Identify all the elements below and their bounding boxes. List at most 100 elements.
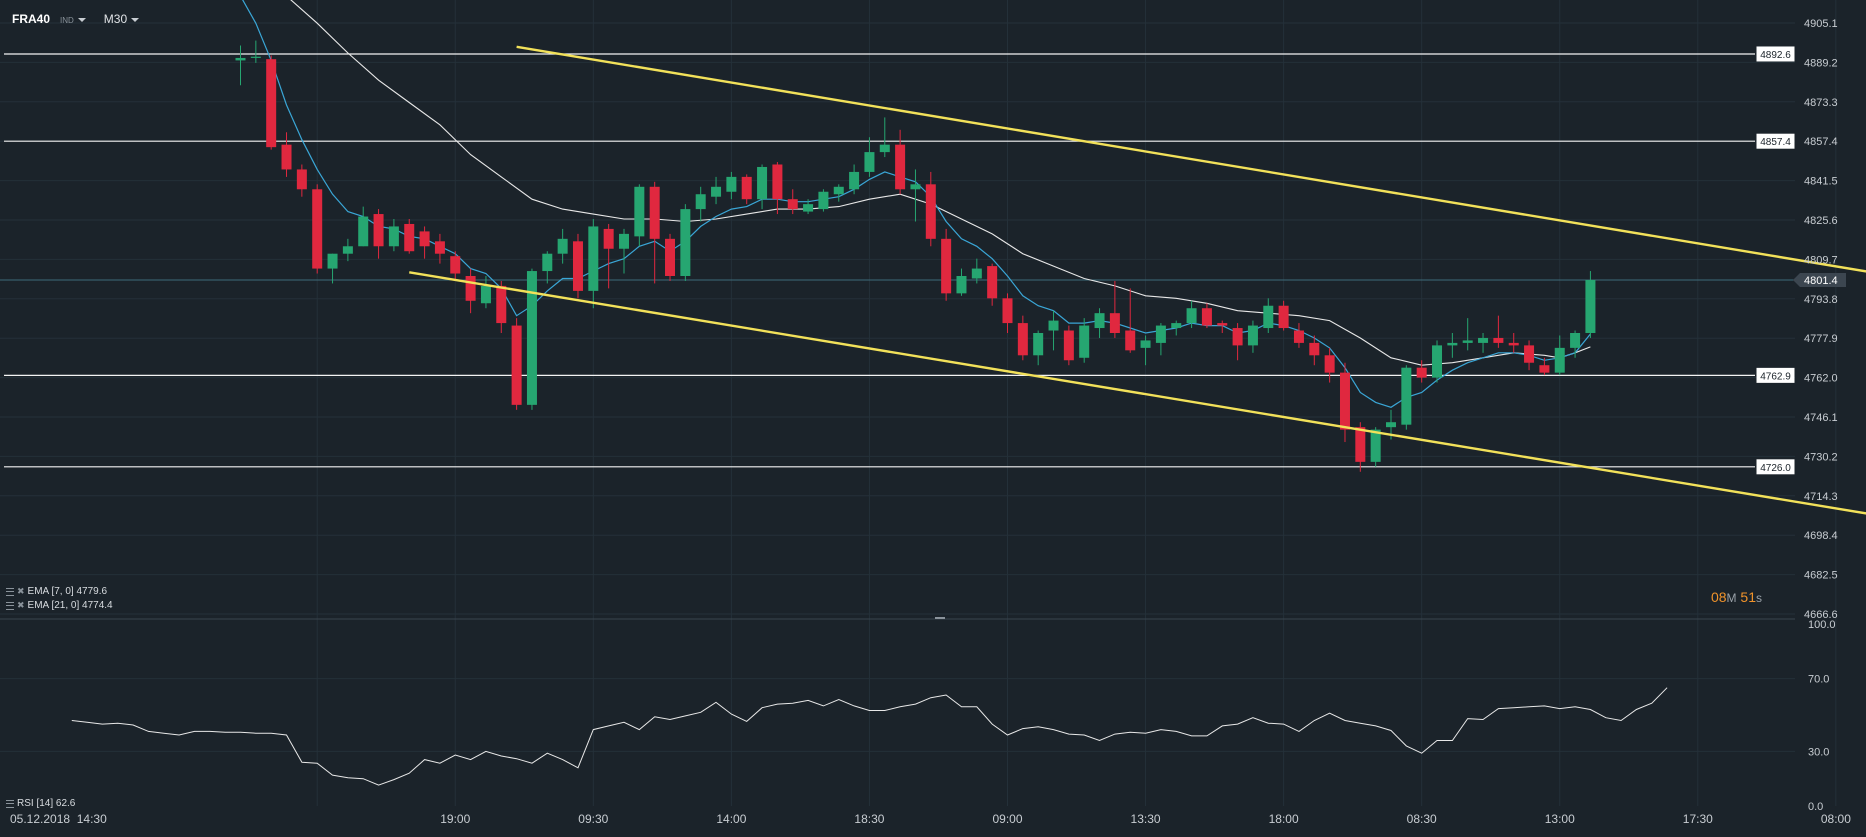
candle-down bbox=[1293, 330, 1304, 343]
candle-down bbox=[1125, 330, 1136, 351]
level-price-tag bbox=[1756, 46, 1795, 62]
price-axis-tick-label: 4841.5 bbox=[1804, 176, 1838, 188]
instrument-type-dropdown[interactable]: IND bbox=[60, 12, 86, 26]
current-price-label: 4801.4 bbox=[1804, 275, 1838, 287]
candle-down bbox=[649, 186, 660, 239]
candle-down bbox=[1002, 298, 1013, 324]
level-price-tag bbox=[1756, 367, 1795, 383]
candle-up bbox=[1370, 429, 1381, 462]
price-axis-tick-label: 4666.6 bbox=[1804, 609, 1838, 621]
candle-up bbox=[634, 186, 645, 237]
candle-down bbox=[266, 59, 277, 148]
ema21-legend[interactable]: ✖ EMA [21, 0] 4774.4 bbox=[6, 600, 113, 611]
candle-up bbox=[803, 204, 814, 212]
ema21-line bbox=[290, 0, 1591, 366]
candle-up bbox=[1033, 332, 1044, 356]
candle-down bbox=[572, 241, 583, 291]
panel-resize-handle[interactable] bbox=[935, 617, 945, 619]
close-icon[interactable]: ✖ bbox=[17, 586, 25, 596]
settings-lines-icon[interactable] bbox=[6, 587, 14, 596]
price-axis-tick-label: 4730.2 bbox=[1804, 451, 1838, 463]
time-axis-tick-label: 08:30 bbox=[1407, 812, 1437, 826]
time-axis-tick-label: 13:00 bbox=[1545, 812, 1575, 826]
candle-down bbox=[1201, 308, 1212, 326]
candle-down bbox=[312, 189, 323, 269]
price-axis-tick-label: 4698.4 bbox=[1804, 530, 1838, 542]
candle-down bbox=[496, 285, 507, 324]
instrument-type-label: IND bbox=[60, 16, 74, 25]
symbol-label: FRA40 bbox=[12, 12, 51, 26]
candle-down bbox=[450, 256, 461, 274]
candle-down bbox=[1416, 367, 1427, 378]
price-axis-tick-label: 4809.7 bbox=[1804, 254, 1838, 266]
candle-up bbox=[1186, 308, 1197, 324]
rsi-axis-tick-label: 0.0 bbox=[1808, 801, 1823, 813]
close-icon[interactable]: ✖ bbox=[17, 600, 25, 610]
price-axis-tick-label: 4762.0 bbox=[1804, 373, 1838, 385]
channel-trend-line[interactable] bbox=[409, 271, 1866, 531]
candle-up bbox=[1554, 347, 1565, 373]
candle-down bbox=[434, 241, 445, 254]
candle-up bbox=[1048, 320, 1059, 331]
candle-up bbox=[1171, 323, 1182, 329]
price-axis-tick-label: 4777.9 bbox=[1804, 333, 1838, 345]
candle-down bbox=[1339, 372, 1350, 430]
current-price-marker bbox=[1793, 272, 1846, 287]
countdown-seconds-unit: s bbox=[1756, 591, 1762, 605]
candle-up bbox=[542, 253, 553, 272]
candle-up bbox=[1585, 279, 1596, 333]
candle-up bbox=[250, 56, 261, 58]
candle-up bbox=[1570, 332, 1581, 348]
settings-lines-icon[interactable] bbox=[6, 799, 14, 808]
channel-trend-line[interactable] bbox=[516, 45, 1866, 300]
candle-down bbox=[895, 144, 906, 190]
countdown-minutes: 08 bbox=[1710, 589, 1727, 605]
ema7-legend[interactable]: ✖ EMA [7, 0] 4779.6 bbox=[6, 586, 107, 597]
candle-down bbox=[1063, 330, 1074, 361]
level-price-tag bbox=[1756, 459, 1795, 475]
candle-down bbox=[1217, 323, 1228, 326]
candle-up bbox=[849, 171, 860, 190]
ema7-legend-label: EMA [7, 0] 4779.6 bbox=[27, 586, 108, 597]
candle-up bbox=[1432, 345, 1443, 378]
candle-down bbox=[741, 176, 752, 200]
candle-down bbox=[603, 228, 614, 249]
time-axis-tick-label: 17:30 bbox=[1683, 812, 1713, 826]
rsi-axis-tick-label: 70.0 bbox=[1808, 674, 1829, 686]
level-price-label: 4762.9 bbox=[1760, 371, 1791, 382]
candle-down bbox=[1232, 328, 1243, 346]
candle-up bbox=[1247, 325, 1258, 346]
candle-up bbox=[235, 57, 246, 61]
candle-down bbox=[1324, 355, 1335, 373]
timeframe-dropdown[interactable]: M30 bbox=[104, 12, 140, 26]
candle-down bbox=[941, 238, 952, 294]
candle-up bbox=[1462, 340, 1473, 343]
chevron-down-icon bbox=[131, 17, 140, 22]
candle-up bbox=[1386, 422, 1396, 428]
chevron-down-icon bbox=[77, 17, 86, 22]
candle-countdown: 08M 51s bbox=[1711, 589, 1762, 605]
price-axis-tick-label: 4905.1 bbox=[1804, 18, 1838, 30]
candle-up bbox=[619, 233, 629, 249]
candle-up bbox=[1447, 342, 1458, 346]
candle-up bbox=[695, 194, 706, 210]
candle-down bbox=[787, 199, 798, 210]
candle-up bbox=[557, 238, 568, 254]
candle-up bbox=[588, 226, 599, 291]
candle-down bbox=[1493, 337, 1504, 343]
settings-lines-icon[interactable] bbox=[6, 601, 14, 610]
price-axis-tick-label: 4746.1 bbox=[1804, 412, 1838, 424]
countdown-minutes-unit: M bbox=[1726, 591, 1737, 605]
rsi-legend[interactable]: RSI [14] 62.6 bbox=[6, 798, 75, 809]
rsi-legend-label: RSI [14] 62.6 bbox=[17, 798, 76, 809]
level-price-tag bbox=[1756, 133, 1795, 149]
countdown-seconds: 51 bbox=[1740, 589, 1756, 605]
candle-up bbox=[388, 226, 399, 247]
price-axis-tick-label: 4682.5 bbox=[1804, 570, 1838, 582]
candle-down bbox=[1278, 305, 1289, 329]
candle-up bbox=[1401, 367, 1412, 425]
candle-up bbox=[879, 144, 890, 153]
price-axis-tick-label: 4714.3 bbox=[1804, 491, 1838, 503]
level-price-label: 4726.0 bbox=[1760, 463, 1791, 474]
